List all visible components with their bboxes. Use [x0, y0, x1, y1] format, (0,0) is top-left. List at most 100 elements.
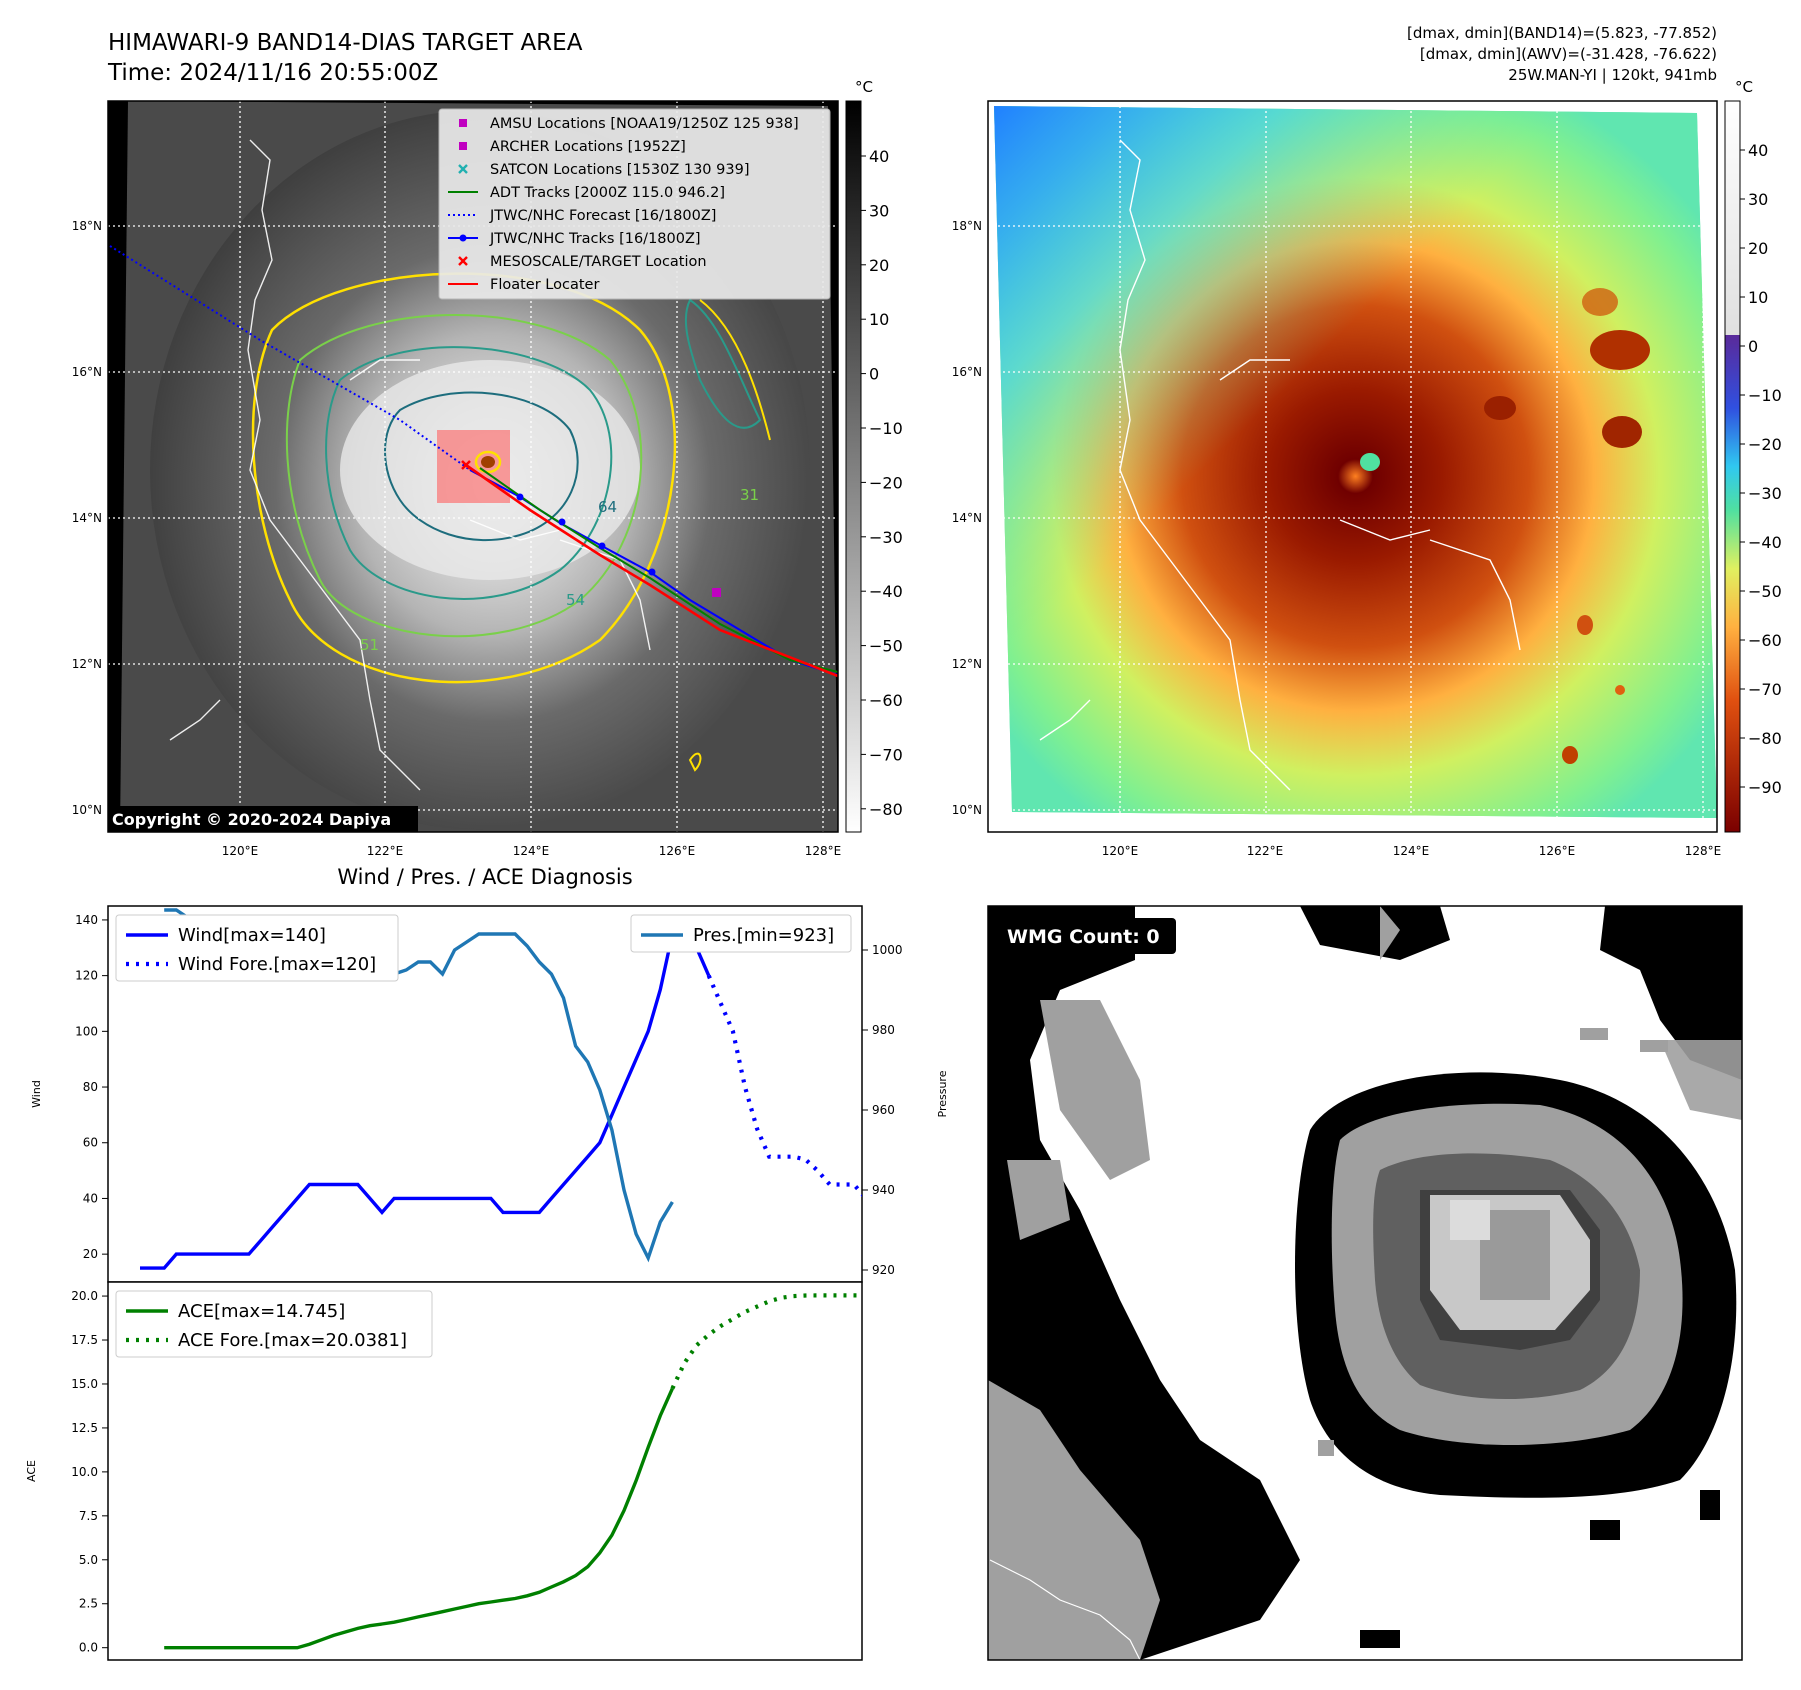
wmg-panel: WMG Count: 0: [988, 906, 1742, 1661]
diag-legend-label: Wind[max=140]: [178, 925, 326, 946]
ir-legend-label: Floater Locater: [490, 277, 599, 293]
lat-tick-left: 14°N: [72, 511, 102, 525]
ir-colorbar-tick: −70: [869, 745, 903, 764]
lon-tick-left: 122°E: [367, 844, 404, 858]
awv-colorbar-tick: 20: [1748, 239, 1768, 258]
lat-tick-left: 12°N: [72, 657, 102, 671]
pressure-tick: 1000: [872, 943, 903, 957]
figure-time: Time: 2024/11/16 20:55:00Z: [107, 60, 438, 86]
pressure-tick: 980: [872, 1023, 895, 1037]
ir-colorbar-tick: −80: [869, 800, 903, 819]
ir-colorbar-unit: °C: [855, 78, 873, 96]
ir-legend: AMSU Locations [NOAA19/1250Z 125 938] ARC…: [438, 108, 831, 300]
lon-tick-left: 124°E: [513, 844, 550, 858]
ir-colorbar-tick: 0: [869, 365, 879, 384]
wmg-count: WMG Count: 0: [1007, 926, 1160, 948]
lat-tick-right: 18°N: [952, 219, 982, 233]
wind-tick: 100: [75, 1024, 98, 1038]
lat-tick-right: 14°N: [952, 511, 982, 525]
lon-tick-left: 120°E: [222, 844, 259, 858]
diag-legend-label: Wind Fore.[max=120]: [178, 954, 376, 975]
lon-tick-left: 128°E: [805, 844, 842, 858]
ir-legend-label: ARCHER Locations [1952Z]: [490, 139, 686, 155]
lon-tick-right: 124°E: [1393, 844, 1430, 858]
ir-legend-label: AMSU Locations [NOAA19/1250Z 125 938]: [490, 116, 799, 132]
storm-info: 25W.MAN-YI | 120kt, 941mb: [1508, 66, 1717, 84]
ir-colorbar-tick: −40: [869, 582, 903, 601]
lat-tick-right: 16°N: [952, 365, 982, 379]
series-line: [670, 1293, 862, 1390]
awv-colorbar-tick: −20: [1748, 435, 1782, 454]
wind-tick: 20: [83, 1247, 98, 1261]
contour-label-31: 31: [740, 486, 759, 504]
awv-panel: [988, 101, 1717, 832]
ir-colorbar-tick: −50: [869, 637, 903, 656]
wind-tick: 40: [83, 1191, 98, 1205]
ace-tick: 0.0: [79, 1641, 98, 1655]
ir-legend-label: JTWC/NHC Forecast [16/1800Z]: [489, 208, 716, 224]
diagnosis-title: Wind / Pres. / ACE Diagnosis: [337, 865, 632, 889]
ace-tick: 7.5: [79, 1509, 98, 1523]
adt-track: [479, 467, 838, 673]
awv-colorbar-tick: −40: [1748, 533, 1782, 552]
contour-label-51: 51: [360, 636, 379, 654]
pressure-axis-label: Pressure: [936, 1070, 949, 1117]
awv-colorbar-tick: 10: [1748, 288, 1768, 307]
jtwc-forecast-track: [109, 245, 471, 471]
ir-legend-label: ADT Tracks [2000Z 115.0 946.2]: [490, 185, 725, 201]
awv-colorbar-tick: −30: [1748, 484, 1782, 503]
ir-legend-label: JTWC/NHC Tracks [16/1800Z]: [489, 231, 701, 247]
ir-colorbar-tick: 10: [869, 310, 889, 329]
lat-tick-right: 12°N: [952, 657, 982, 671]
lon-tick-right: 122°E: [1247, 844, 1284, 858]
wind-tick: 60: [83, 1136, 98, 1150]
floater-track: [465, 463, 838, 678]
awv-colorbar-tick: −80: [1748, 729, 1782, 748]
ace-tick: 17.5: [71, 1333, 98, 1347]
pressure-tick: 920: [872, 1263, 895, 1277]
ir-colorbar-tick: −30: [869, 528, 903, 547]
wind-tick: 120: [75, 969, 98, 983]
lon-tick-left: 126°E: [659, 844, 696, 858]
awv-colorbar-tick: −10: [1748, 386, 1782, 405]
ace-tick: 10.0: [71, 1465, 98, 1479]
ir-colorbar-tick: 20: [869, 256, 889, 275]
wind-tick: 80: [83, 1080, 98, 1094]
ace-tick: 20.0: [71, 1289, 98, 1303]
awv-colorbar-tick: −60: [1748, 631, 1782, 650]
dmax-awv: [dmax, dmin](AWV)=(-31.428, -76.622): [1420, 45, 1717, 63]
pressure-tick: 940: [872, 1183, 895, 1197]
awv-colorbar-tick: 0: [1748, 337, 1758, 356]
wind-axis-label: Wind: [30, 1080, 43, 1108]
copyright: Copyright © 2020-2024 Dapiya: [112, 810, 391, 829]
wind-tick: 140: [75, 913, 98, 927]
ace-tick: 15.0: [71, 1377, 98, 1391]
map-tick-labels: 120°E 120°E 122°E 122°E 124°E 124°E 126°E 126°E…: [72, 219, 1722, 858]
series-line: [140, 916, 711, 1270]
diag-legend-label: Pres.[min=923]: [693, 925, 834, 946]
ace-tick: 5.0: [79, 1553, 98, 1567]
pressure-tick: 960: [872, 1103, 895, 1117]
diag-legend-label: ACE Fore.[max=20.0381]: [178, 1330, 407, 1351]
awv-colorbar-tick: 30: [1748, 190, 1768, 209]
ace-tick: 12.5: [71, 1421, 98, 1435]
diagnosis-chart: 20 40 60 80 100 120 140 920 940 960 980 1000 0.0 2.5 5…: [25, 905, 949, 1661]
ir-colorbar-tick: −20: [869, 473, 903, 492]
ir-colorbar-tick: 30: [869, 201, 889, 220]
awv-colorbar-tick: 40: [1748, 141, 1768, 160]
lon-tick-right: 126°E: [1539, 844, 1576, 858]
contour-label-64: 64: [598, 498, 617, 516]
lat-tick-left: 18°N: [72, 219, 102, 233]
ir-colorbar-tick: −60: [869, 691, 903, 710]
ace-tick: 2.5: [79, 1597, 98, 1611]
contour-label-54: 54: [566, 591, 585, 609]
lat-tick-left: 16°N: [72, 365, 102, 379]
lat-tick-left: 10°N: [72, 803, 102, 817]
ir-colorbar-tick: 40: [869, 147, 889, 166]
ir-legend-label: SATCON Locations [1530Z 130 939]: [490, 162, 749, 178]
ir-legend-label: MESOSCALE/TARGET Location: [490, 254, 707, 270]
awv-colorbar-tick: −70: [1748, 680, 1782, 699]
awv-colorbar-unit: °C: [1735, 78, 1753, 96]
awv-colorbar-tick: −50: [1748, 582, 1782, 601]
